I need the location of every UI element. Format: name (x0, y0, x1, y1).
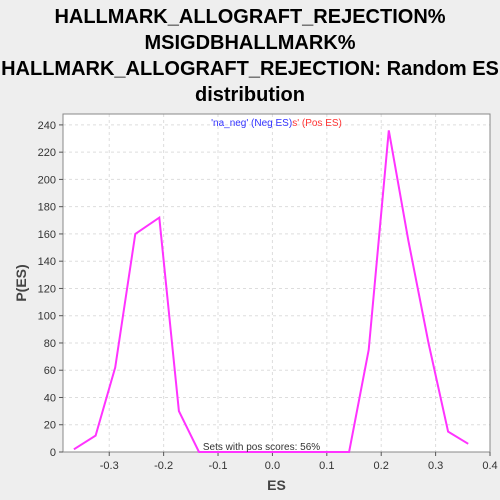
y-tick-label: 180 (38, 202, 56, 214)
y-tick-label: 20 (44, 420, 56, 432)
chart-title-line: distribution (195, 84, 305, 106)
y-tick-label: 240 (38, 120, 56, 132)
x-tick-label: 0.4 (482, 460, 497, 472)
x-tick-label: -0.1 (209, 460, 228, 472)
x-tick-label: 0.3 (428, 460, 443, 472)
legend-neg-text: 'na_neg' (Neg ES) (211, 118, 292, 129)
y-tick-label: 60 (44, 365, 56, 377)
plot-area (63, 114, 490, 452)
chart-title-line: MSIGDBHALLMARK% (144, 32, 356, 54)
x-tick-label: 0.2 (374, 460, 389, 472)
chart-title: HALLMARK_ALLOGRAFT_REJECTION% MSIGDBHALLM… (0, 4, 500, 108)
y-tick-label: 80 (44, 338, 56, 350)
x-axis-label: ES (267, 477, 286, 493)
legend-pos-text: s' (Pos ES) (292, 118, 342, 129)
x-tick-label: -0.3 (100, 460, 119, 472)
series-line (73, 130, 469, 453)
chart-title-line: HALLMARK_ALLOGRAFT_REJECTION% (54, 6, 446, 28)
chart-title-line: HALLMARK_ALLOGRAFT_REJECTION: Random ES (1, 58, 499, 80)
annotation-pos-scores: Sets with pos scores: 56% (203, 442, 320, 453)
y-tick-label: 0 (50, 447, 56, 459)
y-tick-label: 140 (38, 256, 56, 268)
y-axis-label: P(ES) (13, 264, 29, 301)
legend: 'na_neg' (Neg ES)s' (Pos ES) (211, 118, 342, 129)
x-tick-label: 0.1 (319, 460, 334, 472)
y-tick-label: 160 (38, 229, 56, 241)
y-tick-label: 40 (44, 392, 56, 404)
y-tick-label: 100 (38, 311, 56, 323)
y-tick-label: 200 (38, 174, 56, 186)
y-tick-label: 220 (38, 147, 56, 159)
x-tick-label: 0.0 (265, 460, 280, 472)
x-tick-label: -0.2 (154, 460, 173, 472)
y-tick-label: 120 (38, 283, 56, 295)
